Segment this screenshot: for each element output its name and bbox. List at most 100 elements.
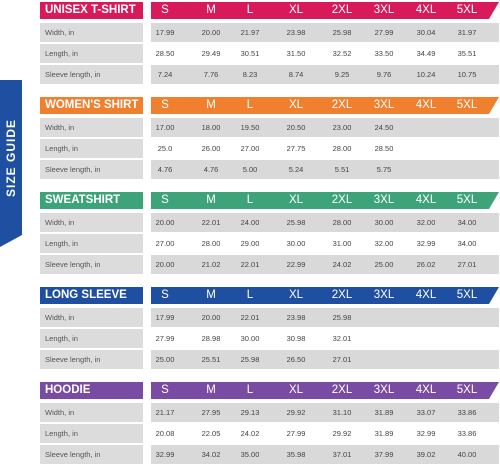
table-cell: 32.52 — [332, 49, 352, 58]
table-cell: 31.50 — [286, 49, 306, 58]
table-cell: 33.50 — [374, 49, 394, 58]
table-cell: 29.92 — [286, 408, 306, 417]
table-cell: 37.99 — [374, 450, 394, 459]
table-cell: 30.00 — [240, 334, 260, 343]
table-cell — [406, 350, 446, 369]
row-label: Width, in — [40, 213, 143, 232]
row-label: Sleeve length, in — [40, 65, 143, 84]
size-header-bar: S M L XL 2XL 3XL 4XL 5XL — [151, 97, 499, 114]
table-cell: 34.49 — [416, 49, 436, 58]
table-cell — [447, 329, 487, 348]
size-label: 2XL — [331, 99, 353, 111]
size-label: XL — [288, 4, 304, 16]
table-cell: 22.01 — [240, 313, 260, 322]
table-cell: 25.0 — [157, 144, 173, 153]
table-cell: 27.99 — [374, 28, 394, 37]
size-label: M — [206, 99, 216, 111]
table-cell: 9.25 — [334, 70, 350, 79]
table-cell: 25.98 — [332, 313, 352, 322]
section-title: UNISEX T-SHIRT — [40, 2, 143, 19]
table-cell: 32.99 — [155, 450, 175, 459]
table-cell: 35.00 — [240, 450, 260, 459]
section-title: LONG SLEEVE — [40, 287, 143, 304]
table-cell: 8.23 — [242, 70, 258, 79]
table-cell: 29.92 — [332, 429, 352, 438]
table-row: 17.00 18.00 19.50 20.50 23.00 24.50 — [151, 118, 499, 137]
table-cell — [364, 350, 404, 369]
size-label: L — [246, 384, 254, 396]
size-label: 5XL — [456, 4, 478, 16]
table-cell: 20.00 — [201, 313, 221, 322]
table-cell: 27.75 — [286, 144, 306, 153]
table-row: 27.00 28.00 29.00 30.00 31.00 32.00 32.99 34.00 — [151, 234, 499, 253]
row-label: Length, in — [40, 234, 143, 253]
table-cell: 28.50 — [155, 49, 175, 58]
table-cell: 22.01 — [201, 218, 221, 227]
table-cell: 26.02 — [416, 260, 436, 269]
table-cell — [364, 308, 404, 327]
row-label: Length, in — [40, 424, 143, 443]
table-cell: 22.01 — [240, 260, 260, 269]
table-cell: 24.02 — [240, 429, 260, 438]
table-row: 20.00 22.01 24.00 25.98 28.00 30.00 32.00 34.00 — [151, 213, 499, 232]
table-cell: 32.99 — [416, 429, 436, 438]
table-cell: 21.97 — [240, 28, 260, 37]
table-cell: 10.75 — [457, 70, 477, 79]
table-cell: 29.00 — [240, 239, 260, 248]
table-row: 25.00 25.51 25.98 26.50 27.01 — [151, 350, 499, 369]
table-cell: 34.02 — [201, 450, 221, 459]
table-row: 20.00 21.02 22.01 22.99 24.02 25.00 26.02 27.01 — [151, 255, 499, 274]
table-cell: 26.50 — [286, 355, 306, 364]
table-cell: 30.51 — [240, 49, 260, 58]
table-cell: 10.24 — [416, 70, 436, 79]
size-label: S — [161, 289, 169, 301]
table-cell: 17.00 — [155, 123, 175, 132]
table-cell: 7.76 — [203, 70, 219, 79]
table-cell: 8.74 — [288, 70, 304, 79]
table-row: 20.08 22.05 24.02 27.99 29.92 31.89 32.99 33.86 — [151, 424, 499, 443]
table-cell — [447, 160, 487, 179]
table-cell: 25.00 — [374, 260, 394, 269]
table-cell: 4.76 — [203, 165, 219, 174]
size-label: 5XL — [456, 384, 478, 396]
table-cell: 23.98 — [286, 313, 306, 322]
size-header-bar: S M L XL 2XL 3XL 4XL 5XL — [151, 287, 499, 304]
table-cell — [364, 329, 404, 348]
size-label: XL — [288, 194, 304, 206]
size-label: XL — [288, 384, 304, 396]
size-label: 5XL — [456, 99, 478, 111]
size-label: 3XL — [373, 384, 395, 396]
row-label: Length, in — [40, 44, 143, 63]
section-womens-shirt: WOMEN'S SHIRT S M L XL 2XL 3XL 4XL 5XL Width, in 1… — [0, 97, 500, 181]
table-cell: 20.00 — [155, 260, 175, 269]
table-cell — [406, 308, 446, 327]
table-cell: 27.01 — [457, 260, 477, 269]
table-cell: 17.99 — [155, 313, 175, 322]
table-cell: 33.86 — [457, 429, 477, 438]
size-label: 4XL — [415, 384, 437, 396]
table-cell: 25.51 — [201, 355, 221, 364]
table-cell: 21.17 — [155, 408, 175, 417]
size-label: 4XL — [415, 4, 437, 16]
table-cell — [406, 139, 446, 158]
size-label: XL — [288, 99, 304, 111]
row-label: Length, in — [40, 329, 143, 348]
table-cell: 19.50 — [240, 123, 260, 132]
size-label: 3XL — [373, 194, 395, 206]
table-cell — [447, 118, 487, 137]
section-hoodie: HOODIE S M L XL 2XL 3XL 4XL 5XL Width, in 21.17 27.… — [0, 382, 500, 466]
table-cell: 20.00 — [155, 218, 175, 227]
row-label: Width, in — [40, 118, 143, 137]
table-cell: 24.00 — [240, 218, 260, 227]
table-cell: 5.24 — [288, 165, 304, 174]
size-label: M — [206, 384, 216, 396]
table-cell: 39.02 — [416, 450, 436, 459]
table-cell — [447, 308, 487, 327]
table-row: 4.76 4.76 5.00 5.24 5.51 5.75 — [151, 160, 499, 179]
row-label: Length, in — [40, 139, 143, 158]
table-cell: 22.05 — [201, 429, 221, 438]
side-tab — [0, 80, 22, 247]
table-row: 17.99 20.00 22.01 23.98 25.98 — [151, 308, 499, 327]
table-cell: 22.99 — [286, 260, 306, 269]
